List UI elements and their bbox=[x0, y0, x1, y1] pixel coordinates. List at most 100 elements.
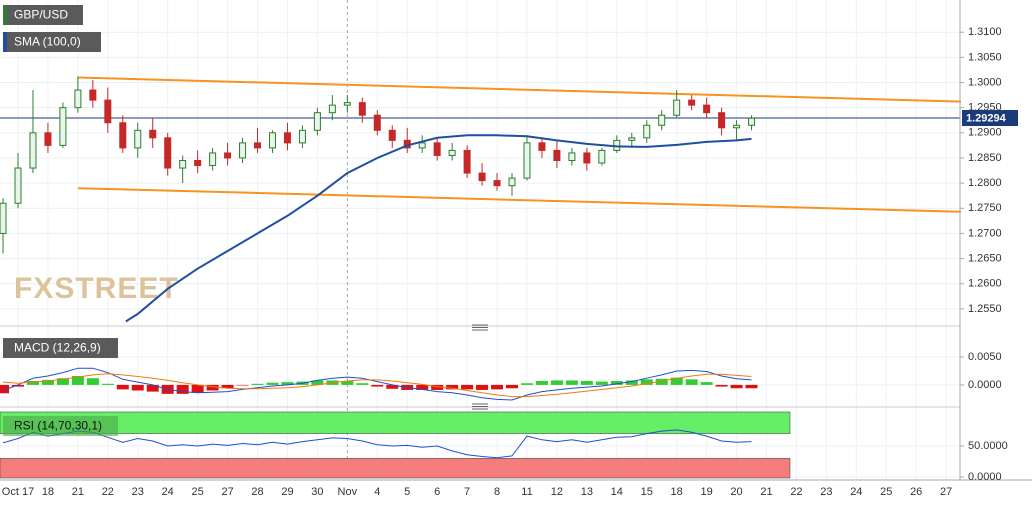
macd-histogram-bar bbox=[595, 381, 608, 385]
candle-body bbox=[553, 149, 561, 161]
y-tick-label: 1.3050 bbox=[968, 51, 1002, 63]
macd-histogram-bar bbox=[176, 384, 189, 394]
legend-box bbox=[3, 416, 118, 436]
macd-histogram-bar bbox=[281, 382, 294, 385]
macd-histogram-bar bbox=[640, 379, 653, 385]
y-tick-label: 0.0000 bbox=[968, 379, 1002, 391]
x-tick-label: 27 bbox=[940, 486, 952, 498]
macd-histogram-bar bbox=[41, 379, 54, 385]
y-tick-label: 0.0000 bbox=[968, 471, 1002, 483]
candle-body bbox=[0, 202, 7, 234]
x-tick-label: 18 bbox=[42, 486, 54, 498]
candle-body bbox=[523, 142, 531, 179]
candle-body bbox=[298, 129, 306, 144]
macd-histogram-bar bbox=[191, 384, 204, 393]
candle-body bbox=[688, 99, 696, 106]
candle-body bbox=[164, 137, 172, 169]
candle-body bbox=[313, 112, 321, 131]
macd-histogram-bar bbox=[71, 375, 84, 385]
x-tick-label: 8 bbox=[494, 486, 500, 498]
candle-body bbox=[119, 122, 127, 149]
macd-histogram-bar bbox=[565, 380, 578, 385]
x-tick-label: Oct 17 bbox=[2, 486, 34, 498]
macd-histogram-bar bbox=[86, 378, 99, 385]
pane-handle bbox=[472, 324, 488, 410]
signal-line bbox=[2, 373, 752, 398]
macd-histogram-bar bbox=[535, 381, 548, 385]
x-tick-label: 21 bbox=[72, 486, 84, 498]
macd-histogram-bar bbox=[101, 383, 114, 385]
candle-body bbox=[673, 99, 681, 116]
candle-body bbox=[583, 152, 591, 164]
watermark: FXSTREET bbox=[14, 272, 179, 305]
candle-body bbox=[433, 142, 441, 156]
candle-body bbox=[14, 167, 22, 204]
macd-histogram-bar bbox=[685, 379, 698, 385]
macd-histogram-bar bbox=[506, 384, 519, 389]
candle-body bbox=[568, 152, 576, 161]
y-tick-label: 1.2900 bbox=[968, 127, 1002, 139]
legend-label: RSI (14,70,30,1) bbox=[14, 419, 102, 433]
y-tick-label: 1.2600 bbox=[968, 278, 1002, 290]
macd-histogram-bar bbox=[580, 381, 593, 385]
x-tick-label: Nov bbox=[338, 486, 358, 498]
candle-body bbox=[658, 114, 666, 126]
x-tick-label: 4 bbox=[374, 486, 380, 498]
candle-body bbox=[224, 152, 232, 159]
candle-body bbox=[268, 132, 276, 149]
candle-body bbox=[508, 177, 516, 187]
x-tick-label: 12 bbox=[551, 486, 563, 498]
macd-histogram-bar bbox=[745, 384, 758, 389]
candle-body bbox=[89, 89, 97, 101]
macd-histogram-bar bbox=[12, 384, 24, 387]
macd-histogram-bar bbox=[371, 384, 384, 387]
x-tick-label: 11 bbox=[521, 486, 532, 498]
sma-line bbox=[125, 134, 752, 323]
macd-histogram-bar bbox=[236, 384, 249, 386]
macd-histogram-bar bbox=[461, 384, 474, 390]
macd-histogram-bar bbox=[670, 377, 683, 385]
x-tick-label: 22 bbox=[102, 486, 114, 498]
macd-histogram-bar bbox=[715, 384, 728, 387]
x-tick-label: 20 bbox=[730, 486, 742, 498]
macd-histogram-bar bbox=[476, 384, 489, 390]
y-tick-label: 0.0050 bbox=[968, 351, 1002, 363]
y-tick-label: 1.3000 bbox=[968, 76, 1002, 88]
macd-histogram-bar bbox=[266, 382, 279, 385]
last-price-label: 1.29294 bbox=[966, 112, 1007, 124]
candle-body bbox=[29, 132, 37, 169]
rsi-line bbox=[2, 429, 752, 459]
candle-body bbox=[718, 112, 726, 129]
x-tick-label: 24 bbox=[162, 486, 174, 498]
candle-body bbox=[643, 124, 651, 139]
x-tick-label: 25 bbox=[192, 486, 204, 498]
legend-box bbox=[3, 338, 118, 358]
x-tick-label: 30 bbox=[311, 486, 323, 498]
x-tick-label: 21 bbox=[760, 486, 772, 498]
candle-body bbox=[134, 129, 142, 149]
trendline bbox=[77, 187, 962, 213]
candle-body bbox=[59, 107, 67, 146]
y-tick-label: 1.3100 bbox=[968, 26, 1002, 38]
y-tick-label: 1.2650 bbox=[968, 252, 1002, 264]
x-tick-label: 19 bbox=[700, 486, 712, 498]
candle-body bbox=[733, 124, 741, 129]
macd-histogram-bar bbox=[491, 384, 504, 390]
x-tick-label: 25 bbox=[880, 486, 892, 498]
x-tick-label: 14 bbox=[611, 486, 623, 498]
candle-body bbox=[538, 142, 546, 151]
macd-histogram-bar bbox=[610, 381, 623, 385]
last-price-box bbox=[962, 110, 1018, 127]
macd-histogram-bar bbox=[311, 380, 324, 385]
x-tick-label: 18 bbox=[671, 486, 683, 498]
legend-label: MACD (12,26,9) bbox=[14, 341, 101, 355]
x-tick-label: 29 bbox=[281, 486, 293, 498]
macd-histogram-bar bbox=[221, 384, 234, 389]
legend-box bbox=[3, 32, 101, 52]
y-tick-label: 1.2800 bbox=[968, 177, 1002, 189]
macd-histogram-bar bbox=[251, 383, 264, 385]
macd-histogram-bar bbox=[146, 384, 159, 392]
macd-histogram-bar bbox=[446, 384, 459, 390]
overbought-zone bbox=[0, 411, 791, 434]
candle-body bbox=[74, 89, 82, 109]
